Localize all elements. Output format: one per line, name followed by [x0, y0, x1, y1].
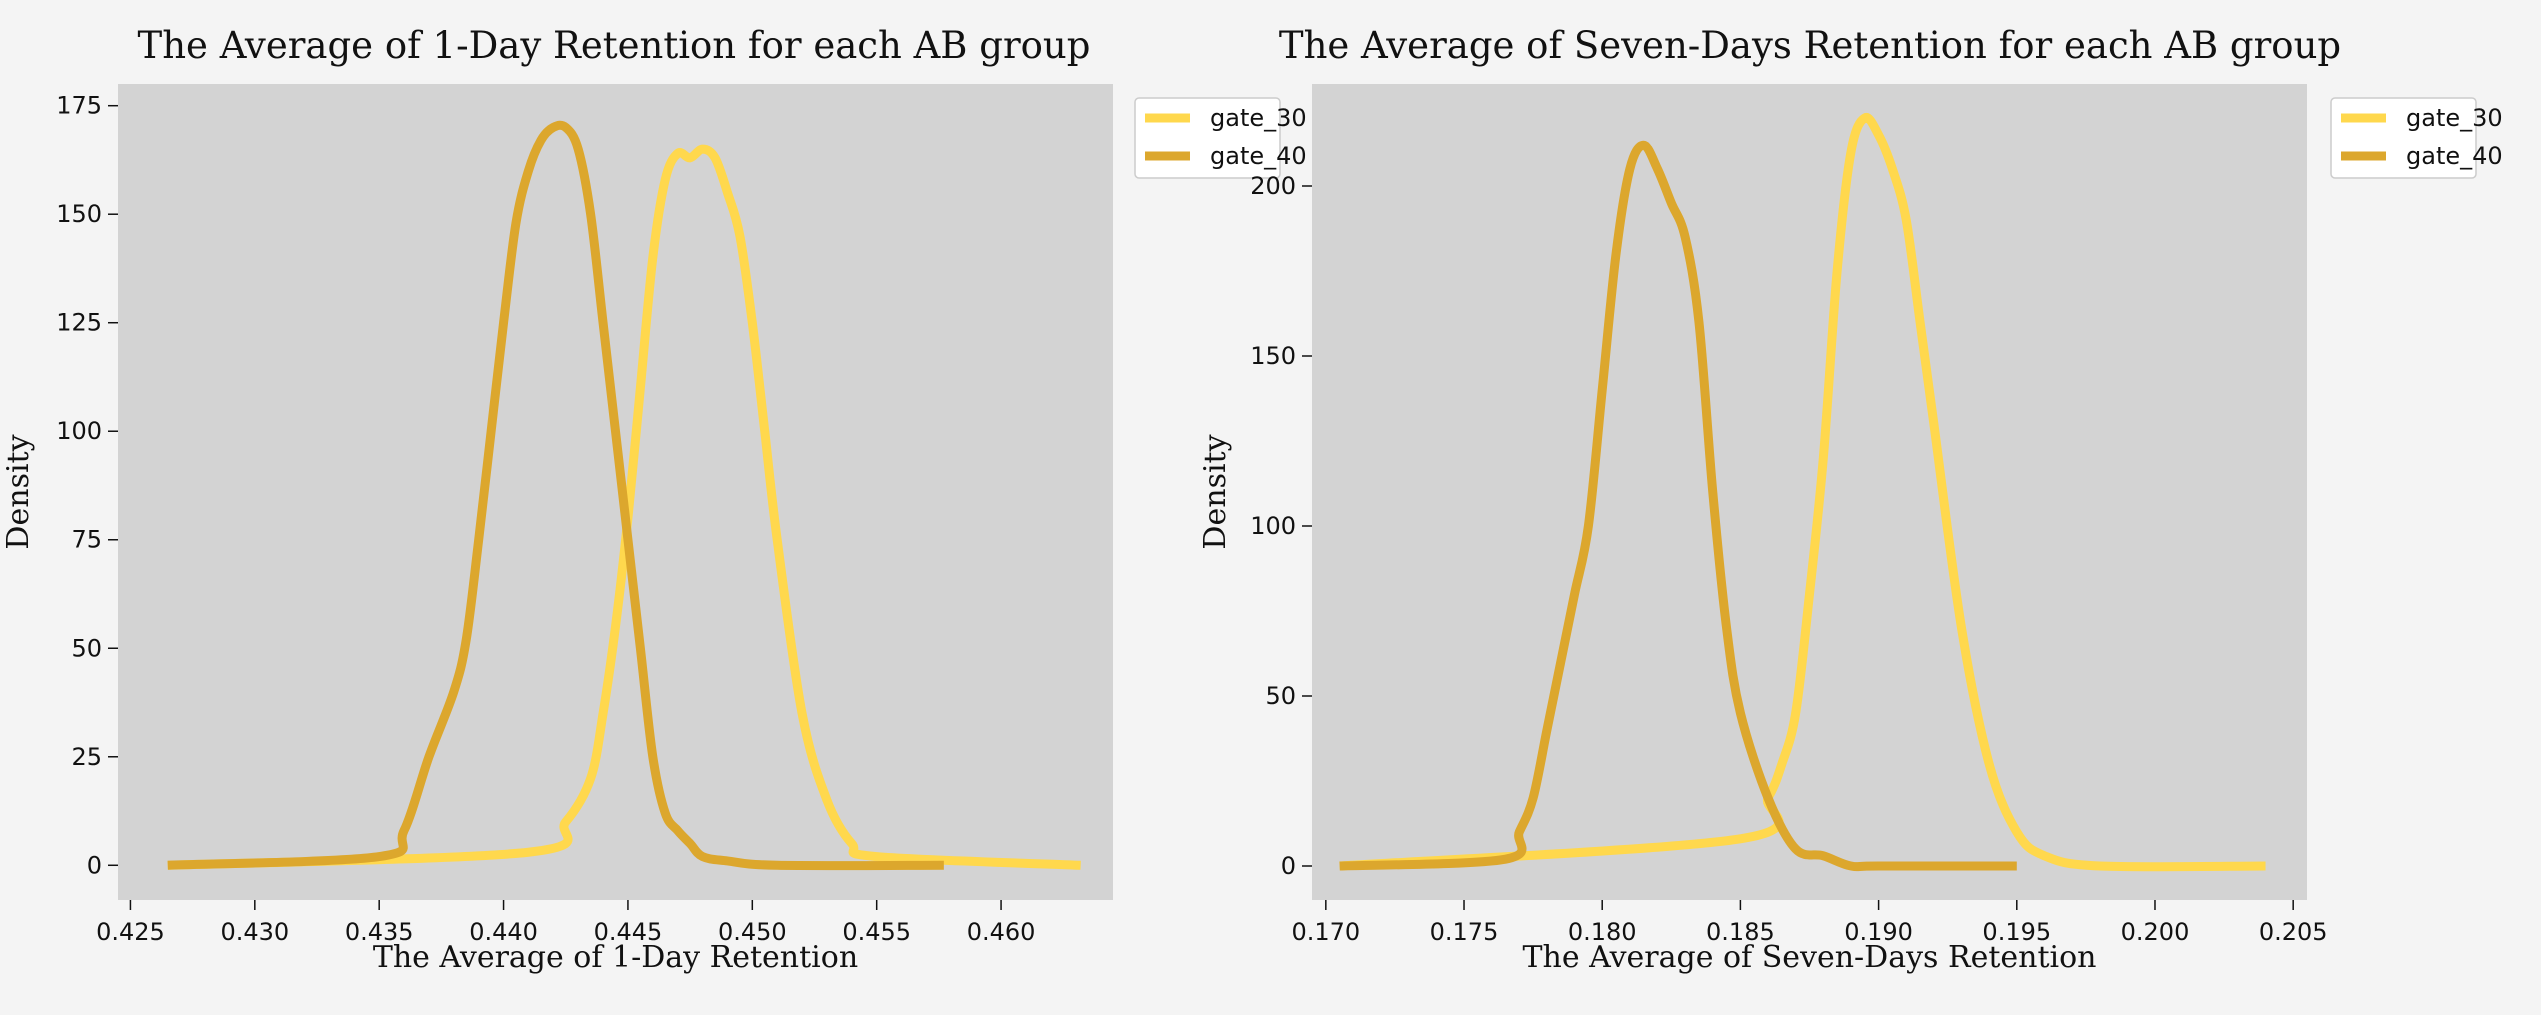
x-axis-label: The Average of 1-Day Retention [373, 940, 858, 975]
x-tick-label: 0.200 [2121, 918, 2190, 946]
x-tick-label: 0.180 [1568, 918, 1637, 946]
x-tick-label: 0.190 [1844, 918, 1913, 946]
y-tick-label: 175 [56, 92, 102, 120]
y-tick-label: 100 [1250, 512, 1296, 540]
y-tick-label: 75 [71, 526, 102, 554]
legend: gate_30 gate_40 [1134, 97, 1307, 179]
legend: gate_30 gate_40 [2330, 97, 2503, 179]
y-tick-label: 150 [1250, 342, 1296, 370]
y-tick-label: 25 [71, 743, 102, 771]
legend-label: gate_30 [1210, 104, 1307, 132]
y-tick-label: 150 [56, 200, 102, 228]
chart-title: The Average of Seven-Days Retention for … [1279, 24, 2341, 67]
y-tick-label: 50 [71, 634, 102, 662]
series-line-gate_30 [167, 144, 1081, 870]
legend-label: gate_40 [2406, 142, 2503, 170]
y-tick-label: 200 [1250, 172, 1296, 200]
x-tick-label: 0.445 [594, 918, 663, 946]
x-tick-label: 0.440 [469, 918, 538, 946]
plot-area [1312, 84, 2307, 900]
x-tick-label: 0.460 [967, 918, 1036, 946]
y-tick-label: 125 [56, 309, 102, 337]
y-tick-label: 100 [56, 417, 102, 445]
y-axis-label: Density [1198, 434, 1233, 549]
plot-area [118, 84, 1113, 900]
x-tick-label: 0.205 [2259, 918, 2328, 946]
series-line-gate_40 [167, 120, 944, 871]
chart-7day-retention: The Average of Seven-Days Retention for … [1198, 24, 2503, 975]
x-tick-label: 0.425 [96, 918, 165, 946]
y-tick-label: 50 [1265, 682, 1296, 710]
chart-title: The Average of 1-Day Retention for each … [138, 24, 1091, 67]
x-tick-label: 0.185 [1706, 918, 1775, 946]
series-line-gate_40 [1339, 140, 2017, 872]
x-axis-label: The Average of Seven-Days Retention [1523, 940, 2097, 975]
x-tick-label: 0.170 [1291, 918, 1360, 946]
chart-1day-retention: The Average of 1-Day Retention for each … [1, 24, 1307, 975]
x-tick-label: 0.430 [220, 918, 289, 946]
y-axis-label: Density [1, 434, 36, 549]
series-line-gate_30 [1339, 113, 2266, 872]
y-tick-label: 0 [87, 851, 102, 879]
legend-label: gate_30 [2406, 104, 2503, 132]
x-tick-label: 0.435 [345, 918, 414, 946]
x-tick-label: 0.450 [718, 918, 787, 946]
x-tick-label: 0.195 [1982, 918, 2051, 946]
x-tick-label: 0.455 [842, 918, 911, 946]
legend-label: gate_40 [1210, 142, 1307, 170]
y-tick-label: 0 [1281, 852, 1296, 880]
x-tick-label: 0.175 [1430, 918, 1499, 946]
